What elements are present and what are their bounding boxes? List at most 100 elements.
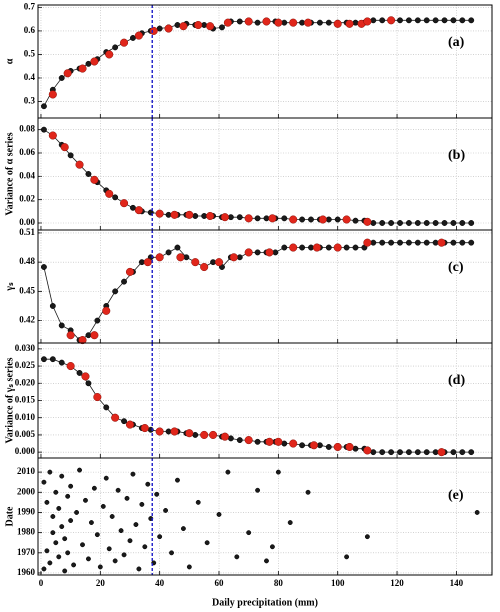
data-point — [85, 380, 92, 387]
data-point — [459, 17, 466, 24]
data-point — [281, 215, 288, 222]
y-axis-label: α — [4, 58, 15, 64]
data-point — [115, 487, 121, 493]
data-point — [204, 540, 210, 546]
data-point — [48, 131, 57, 140]
data-point — [127, 538, 133, 544]
data-point — [405, 449, 412, 456]
data-point — [74, 510, 80, 515]
data-point — [65, 493, 71, 499]
data-point — [220, 432, 229, 441]
data-point — [125, 420, 135, 429]
y-tick-label: 1970 — [17, 547, 36, 557]
data-point — [121, 552, 127, 558]
data-point — [94, 317, 101, 324]
data-point — [121, 418, 128, 425]
panel-frame — [37, 457, 493, 576]
data-point — [206, 22, 215, 31]
data-point — [170, 427, 179, 436]
data-point — [289, 215, 298, 224]
data-point — [67, 152, 74, 159]
data-point — [65, 550, 71, 556]
data-point — [316, 19, 323, 26]
data-point — [85, 60, 92, 67]
data-point — [274, 18, 283, 27]
y-tick-label: 1990 — [17, 507, 36, 517]
data-point — [345, 442, 354, 452]
data-point — [352, 217, 359, 224]
data-point — [145, 481, 151, 487]
data-point — [78, 64, 87, 73]
data-point — [388, 239, 395, 246]
data-point — [216, 512, 222, 517]
data-point — [468, 239, 475, 246]
data-point — [254, 215, 261, 222]
data-point — [352, 19, 359, 26]
y-tick-label: 0.030 — [15, 343, 36, 353]
data-point — [68, 518, 74, 523]
data-point — [405, 17, 412, 24]
y-tick-label: 0.5 — [24, 49, 36, 59]
y-tick-label: 0.6 — [24, 25, 36, 35]
y-tick-label: 0.06 — [19, 147, 35, 157]
data-point — [459, 449, 466, 456]
y-tick-label: 0.45 — [19, 285, 35, 295]
panel-label: (c) — [448, 260, 464, 275]
data-point — [219, 24, 225, 31]
data-point — [468, 449, 475, 456]
data-point — [281, 244, 288, 251]
data-point — [333, 442, 342, 452]
data-point — [40, 264, 47, 270]
data-point — [174, 22, 181, 28]
data-point — [379, 449, 386, 456]
data-point — [299, 244, 306, 251]
data-point — [81, 372, 90, 381]
data-point — [254, 438, 261, 445]
data-point — [468, 17, 475, 24]
data-point — [105, 189, 114, 198]
data-point — [269, 544, 275, 550]
y-tick-label: 0.51 — [19, 227, 35, 237]
data-point — [200, 430, 209, 439]
y-tick-label: 0.015 — [15, 395, 36, 405]
data-point — [363, 17, 372, 26]
data-point — [234, 554, 240, 560]
data-point — [49, 303, 56, 309]
series-line — [43, 242, 472, 341]
data-point — [105, 50, 114, 59]
data-point — [140, 423, 149, 433]
data-point — [200, 262, 209, 272]
data-point — [262, 17, 271, 26]
data-point — [94, 532, 100, 538]
data-point — [441, 220, 448, 226]
data-point — [40, 356, 47, 363]
data-point — [174, 244, 181, 251]
data-point — [176, 253, 185, 262]
data-point — [169, 550, 174, 556]
data-point — [325, 19, 332, 26]
data-point — [363, 446, 372, 455]
data-point — [56, 554, 62, 560]
data-point — [264, 558, 269, 564]
data-point — [102, 306, 111, 315]
x-tick-label: 100 — [331, 578, 345, 588]
data-point — [62, 536, 68, 542]
data-point — [214, 258, 224, 267]
panel-label: (d) — [448, 373, 465, 388]
data-point — [344, 554, 350, 560]
data-point — [423, 239, 430, 246]
data-point — [303, 18, 313, 27]
y-tick-label: 0.08 — [19, 124, 35, 134]
data-point — [125, 267, 135, 276]
data-point — [437, 238, 446, 247]
data-point — [97, 564, 103, 570]
data-point — [318, 215, 327, 224]
data-point — [254, 249, 261, 256]
data-point — [195, 499, 201, 505]
y-tick-label: 1960 — [17, 567, 36, 577]
data-point — [299, 442, 306, 449]
y-tick-label: 2010 — [17, 466, 36, 476]
data-point — [236, 18, 243, 25]
data-point — [58, 322, 65, 329]
